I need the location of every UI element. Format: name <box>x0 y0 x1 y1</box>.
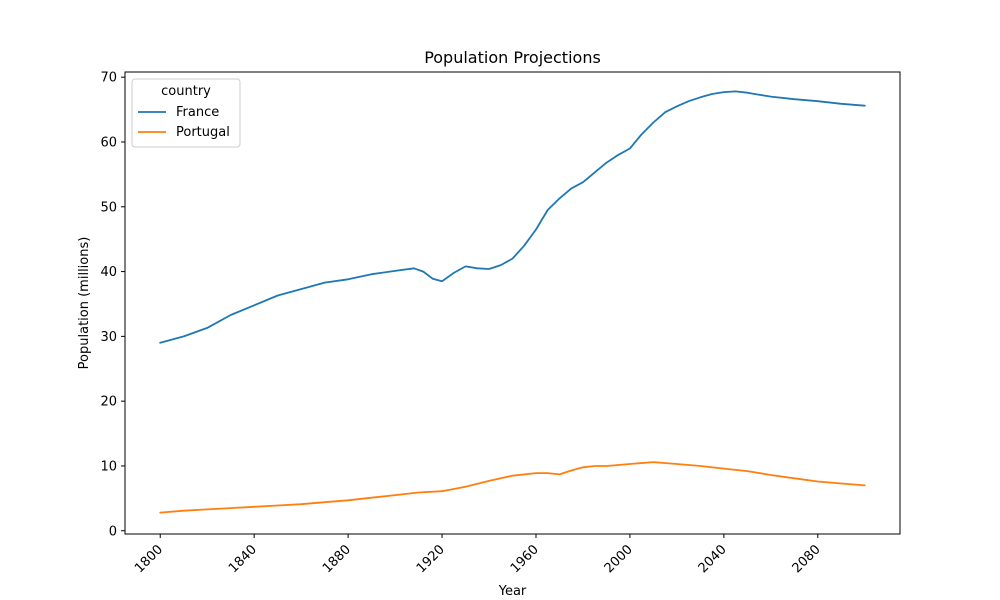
y-tick-label: 50 <box>100 200 117 215</box>
y-axis-ticks: 0 10 20 30 40 50 60 70 <box>100 71 125 539</box>
series-line-france <box>159 90 866 344</box>
y-tick-label: 40 <box>100 265 117 280</box>
legend-box <box>131 78 241 148</box>
plot-area-frame <box>124 71 901 535</box>
y-tick-label: 10 <box>100 459 117 474</box>
x-axis-label: Year <box>498 584 527 599</box>
legend-label-portugal: Portugal <box>176 125 230 140</box>
y-tick-label: 60 <box>100 135 117 150</box>
series-line-portugal <box>159 461 866 514</box>
y-tick-label: 70 <box>100 71 117 86</box>
y-tick-label: 20 <box>100 395 117 410</box>
y-axis-label: Population (millions) <box>77 237 92 370</box>
legend-label-france: France <box>176 105 219 120</box>
legend-title: country <box>161 84 211 99</box>
chart-title: Population Projections <box>424 48 601 67</box>
y-tick-label: 0 <box>109 524 117 539</box>
legend: country France Portugal <box>131 78 241 148</box>
series-layer <box>159 90 866 514</box>
y-tick-label: 30 <box>100 330 117 345</box>
